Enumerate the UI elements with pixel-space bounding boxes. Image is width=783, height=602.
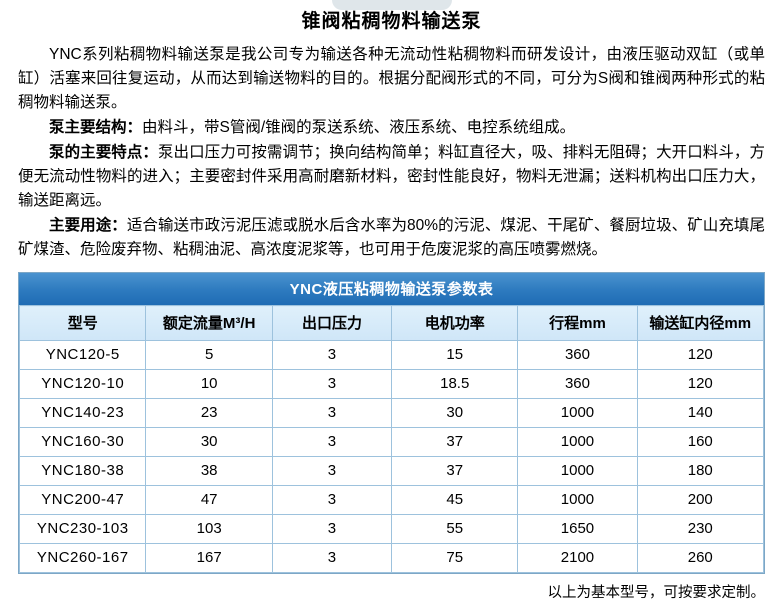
cell-power: 37 — [390, 427, 519, 457]
paragraph-features-text: 泵出口压力可按需调节；换向结构简单；料缸直径大，吸、排料无阻碍；大开口料斗，方便… — [18, 144, 765, 209]
spec-table: YNC液压粘稠物输送泵参数表 型号 额定流量M³/H 出口压力 电机功率 行程m… — [18, 273, 765, 573]
cell-model: YNC180-38 — [18, 456, 147, 486]
table-row: YNC200-47 47 3 45 1000 200 — [18, 485, 765, 515]
cell-flow: 23 — [145, 398, 273, 428]
cell-model: YNC200-47 — [18, 485, 147, 515]
cell-bore: 120 — [636, 369, 765, 399]
paragraph-uses-lead: 主要用途： — [49, 217, 127, 234]
cell-model: YNC140-23 — [18, 398, 147, 428]
cell-stroke: 2100 — [517, 543, 638, 573]
cell-pressure: 3 — [271, 485, 392, 515]
paragraph-uses: 主要用途：适合输送市政污泥压滤或脱水后含水率为80%的污泥、煤泥、干尾矿、餐厨垃… — [18, 214, 765, 262]
spec-table-caption: YNC液压粘稠物输送泵参数表 — [19, 273, 764, 305]
cell-pressure: 3 — [271, 543, 392, 573]
cell-power: 37 — [390, 456, 519, 486]
cell-flow: 5 — [145, 340, 273, 370]
paragraph-intro-text: YNC系列粘稠物料输送泵是我公司专为输送各种无流动性粘稠物料而研发设计，由液压驱… — [18, 46, 765, 111]
column-header-stroke: 行程mm — [517, 305, 638, 341]
column-header-pressure: 出口压力 — [271, 305, 392, 341]
paragraph-structure: 泵主要结构：由料斗，带S管阀/锥阀的泵送系统、液压系统、电控系统组成。 — [18, 116, 765, 140]
cell-stroke: 360 — [517, 340, 638, 370]
cell-power: 55 — [390, 514, 519, 544]
cell-model: YNC120-5 — [18, 340, 147, 370]
paragraph-features: 泵的主要特点：泵出口压力可按需调节；换向结构简单；料缸直径大，吸、排料无阻碍；大… — [18, 141, 765, 213]
paragraph-features-lead: 泵的主要特点： — [49, 144, 158, 161]
spec-table-wrapper: YNC液压粘稠物输送泵参数表 型号 额定流量M³/H 出口压力 电机功率 行程m… — [18, 272, 765, 574]
spec-table-head: 型号 额定流量M³/H 出口压力 电机功率 行程mm 输送缸内径mm — [18, 305, 765, 341]
cell-bore: 180 — [636, 456, 765, 486]
paragraph-intro: YNC系列粘稠物料输送泵是我公司专为输送各种无流动性粘稠物料而研发设计，由液压驱… — [18, 43, 765, 115]
cell-pressure: 3 — [271, 340, 392, 370]
table-row: YNC160-30 30 3 37 1000 160 — [18, 427, 765, 457]
cell-model: YNC160-30 — [18, 427, 147, 457]
paragraph-uses-text: 适合输送市政污泥压滤或脱水后含水率为80%的污泥、煤泥、干尾矿、餐厨垃圾、矿山充… — [18, 217, 765, 258]
cell-stroke: 1000 — [517, 485, 638, 515]
cell-power: 45 — [390, 485, 519, 515]
cell-pressure: 3 — [271, 398, 392, 428]
cell-pressure: 3 — [271, 456, 392, 486]
cell-flow: 30 — [145, 427, 273, 457]
cell-model: YNC260-167 — [18, 543, 147, 573]
cell-bore: 260 — [636, 543, 765, 573]
cell-stroke: 1000 — [517, 398, 638, 428]
cell-pressure: 3 — [271, 369, 392, 399]
page-title: 锥阀粘稠物料输送泵 — [301, 11, 482, 32]
cell-flow: 167 — [145, 543, 273, 573]
cell-flow: 103 — [145, 514, 273, 544]
table-header-row: 型号 额定流量M³/H 出口压力 电机功率 行程mm 输送缸内径mm — [18, 305, 765, 341]
table-row: YNC120-10 10 3 18.5 360 120 — [18, 369, 765, 399]
paragraph-structure-text: 由料斗，带S管阀/锥阀的泵送系统、液压系统、电控系统组成。 — [142, 119, 576, 136]
cell-bore: 120 — [636, 340, 765, 370]
table-row: YNC260-167 167 3 75 2100 260 — [18, 543, 765, 573]
cell-pressure: 3 — [271, 427, 392, 457]
table-row: YNC140-23 23 3 30 1000 140 — [18, 398, 765, 428]
cell-model: YNC120-10 — [18, 369, 147, 399]
column-header-flow: 额定流量M³/H — [145, 305, 273, 341]
spec-table-body: YNC120-5 5 3 15 360 120 YNC120-10 10 3 1… — [18, 340, 765, 573]
cell-flow: 47 — [145, 485, 273, 515]
cell-power: 30 — [390, 398, 519, 428]
cell-flow: 10 — [145, 369, 273, 399]
cell-bore: 160 — [636, 427, 765, 457]
table-row: YNC120-5 5 3 15 360 120 — [18, 340, 765, 370]
column-header-model: 型号 — [18, 305, 147, 341]
cell-power: 18.5 — [390, 369, 519, 399]
cell-bore: 140 — [636, 398, 765, 428]
cell-bore: 230 — [636, 514, 765, 544]
cell-model: YNC230-103 — [18, 514, 147, 544]
cell-stroke: 1000 — [517, 456, 638, 486]
cell-pressure: 3 — [271, 514, 392, 544]
cell-stroke: 1000 — [517, 427, 638, 457]
table-footnote: 以上为基本型号，可按要求定制。 — [547, 585, 766, 601]
table-row: YNC230-103 103 3 55 1650 230 — [18, 514, 765, 544]
column-header-bore: 输送缸内径mm — [636, 305, 765, 341]
cell-power: 75 — [390, 543, 519, 573]
column-header-power: 电机功率 — [390, 305, 519, 341]
cell-stroke: 360 — [517, 369, 638, 399]
table-row: YNC180-38 38 3 37 1000 180 — [18, 456, 765, 486]
cell-power: 15 — [390, 340, 519, 370]
cell-stroke: 1650 — [517, 514, 638, 544]
paragraph-structure-lead: 泵主要结构： — [49, 119, 143, 136]
top-ornament — [331, 0, 452, 10]
cell-bore: 200 — [636, 485, 765, 515]
cell-flow: 38 — [145, 456, 273, 486]
